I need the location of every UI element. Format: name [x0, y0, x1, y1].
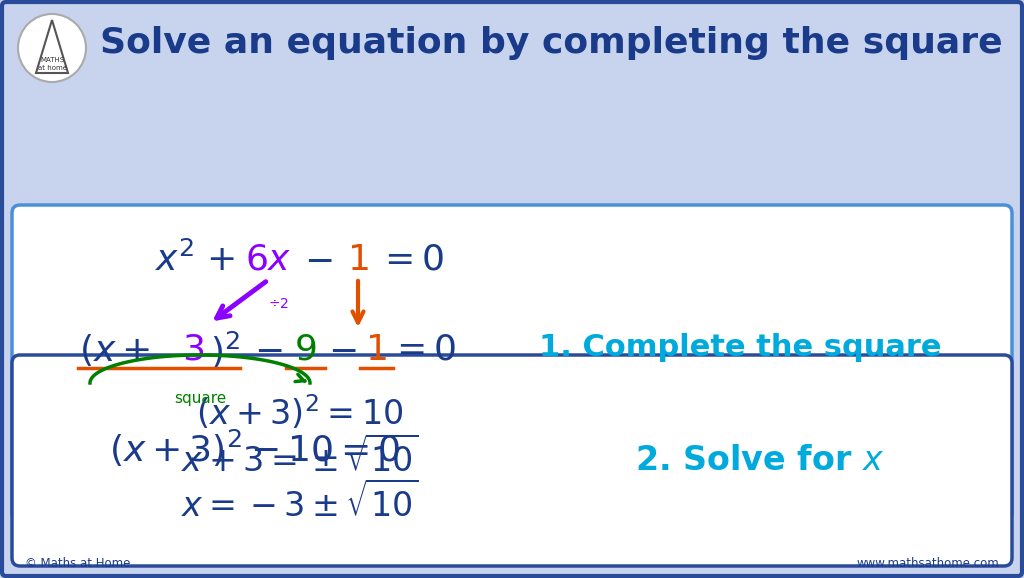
Text: $= 0$: $= 0$	[388, 333, 456, 367]
Text: $x = -3 \pm \sqrt{10}$: $x = -3 \pm \sqrt{10}$	[181, 482, 419, 524]
Text: © Maths at Home: © Maths at Home	[25, 557, 130, 570]
Text: square: square	[174, 391, 226, 406]
Text: $+$: $+$	[206, 243, 234, 277]
FancyBboxPatch shape	[12, 205, 1012, 521]
Text: $x + 3 = \pm\sqrt{10}$: $x + 3 = \pm\sqrt{10}$	[181, 437, 419, 479]
FancyBboxPatch shape	[12, 355, 1012, 566]
Text: $6x$: $6x$	[245, 243, 291, 277]
Text: Solve an equation by completing the square: Solve an equation by completing the squa…	[100, 26, 1002, 60]
Text: $-$: $-$	[328, 333, 356, 367]
Text: $1$: $1$	[366, 333, 387, 367]
Text: $(x+$: $(x+$	[80, 332, 151, 368]
Text: $(x+3)^2 = 10$: $(x+3)^2 = 10$	[197, 394, 403, 432]
Text: $9$: $9$	[294, 333, 316, 367]
Text: $\div 2$: $\div 2$	[268, 297, 289, 311]
Text: 2. Solve for $x$: 2. Solve for $x$	[635, 443, 885, 476]
Text: MATHS
at home: MATHS at home	[38, 57, 67, 71]
Text: $(x+3)^2 - 10 = 0$: $(x+3)^2 - 10 = 0$	[110, 427, 400, 469]
Text: $1$: $1$	[347, 243, 369, 277]
Circle shape	[18, 14, 86, 82]
Text: $= 0$: $= 0$	[377, 243, 443, 277]
Text: $x^2$: $x^2$	[156, 242, 195, 278]
Text: $-$: $-$	[304, 243, 332, 277]
Text: $-$: $-$	[254, 333, 283, 367]
Text: www.mathsathome.com: www.mathsathome.com	[856, 557, 999, 570]
Text: 1. Complete the square: 1. Complete the square	[539, 334, 941, 362]
Text: $)^2$: $)^2$	[210, 329, 240, 370]
Text: $3$: $3$	[182, 333, 204, 367]
